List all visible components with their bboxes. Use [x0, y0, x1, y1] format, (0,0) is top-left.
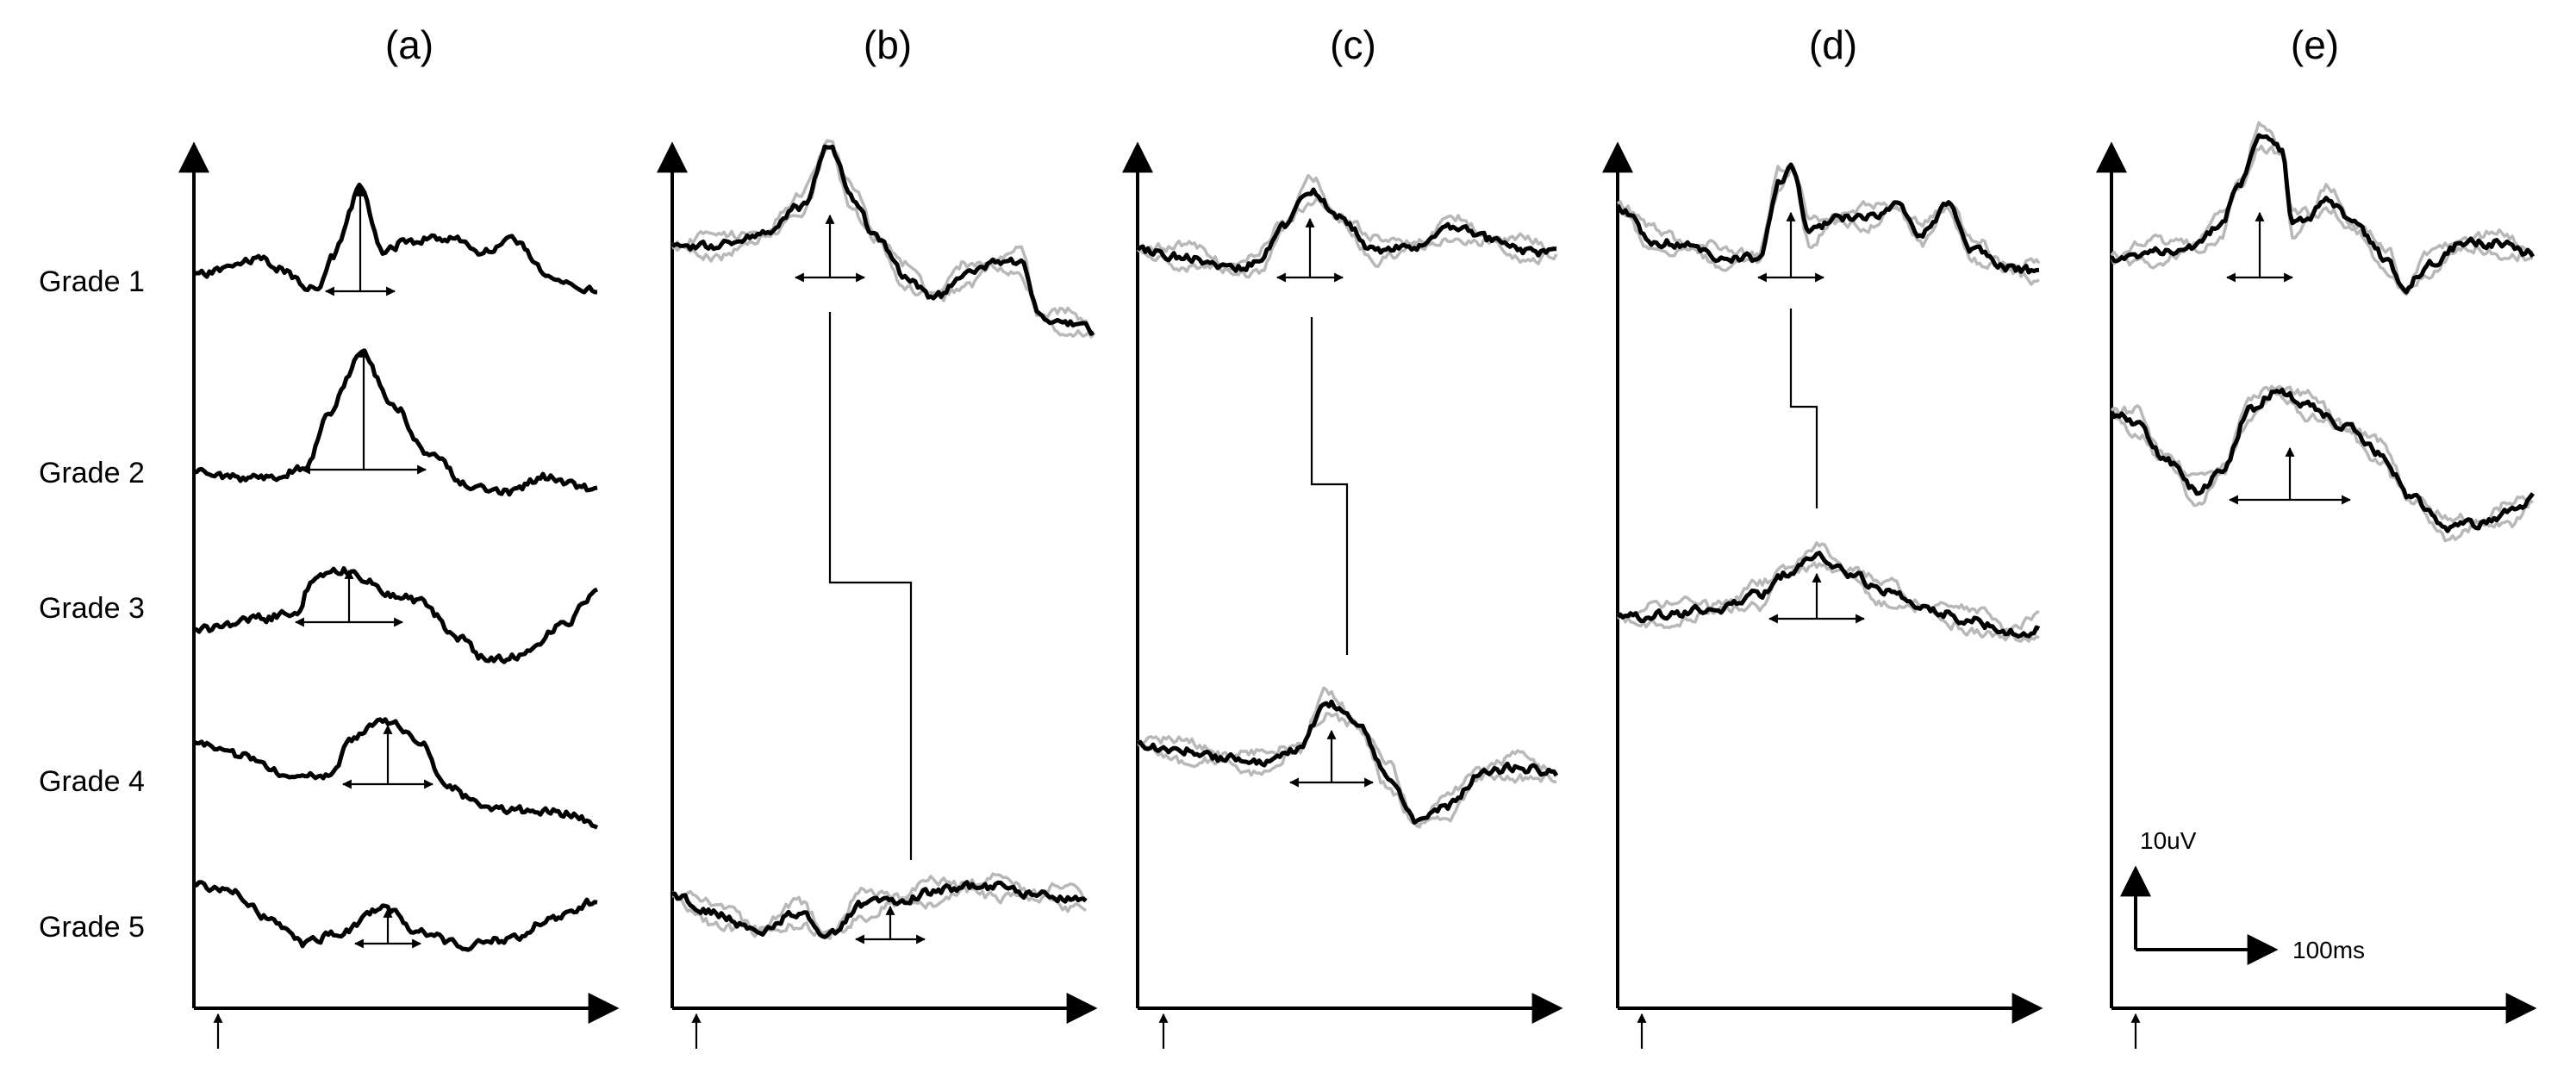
panel-title-d: (d)	[1809, 22, 1857, 67]
panel-a-grade-2-mean	[193, 348, 598, 497]
panel-d-grade-3-replicate-1	[1616, 561, 2040, 643]
panel-e-grade-1-replicate-1	[2110, 144, 2534, 296]
panel-b-axes	[657, 141, 1098, 1049]
panel-d-axes	[1602, 141, 2043, 1049]
connector-d	[1789, 309, 1818, 508]
panel-c-grade-1-mean	[1136, 187, 1557, 273]
panel-title-a: (a)	[385, 22, 433, 67]
panel-e-grade-1-replicate-2	[2110, 121, 2534, 295]
panel-a-grade-5-mean	[192, 880, 598, 952]
panel-a-grade-3-mean	[193, 566, 598, 664]
panel-title-b: (b)	[864, 22, 912, 67]
panel-d-grade-1-replicate-2	[1616, 161, 2041, 272]
grade-label-4: Grade 4	[39, 765, 145, 798]
panel-b-grade-1-mean	[671, 144, 1095, 336]
latency-markers	[294, 186, 2352, 949]
panel-a-axes	[178, 141, 620, 1049]
scale-bar-time-label: 100ms	[2292, 937, 2365, 963]
panel-a-grade-1-mean	[193, 182, 598, 295]
connector-b	[828, 312, 913, 860]
grade-label-1: Grade 1	[39, 265, 145, 298]
panel-e-grade-2-mean	[2109, 387, 2535, 533]
scale-bar: 10uV 100ms	[2120, 827, 2365, 965]
panel-d-grade-3-replicate-2	[1617, 541, 2040, 633]
grade-label-3: Grade 3	[39, 592, 145, 625]
connector-c	[1310, 317, 1349, 655]
waveform-traces	[192, 121, 2535, 952]
scale-bar-amplitude-label: 10uV	[2140, 827, 2197, 854]
panel-b-grade-5-mean	[671, 880, 1088, 939]
panel-d-grade-1-mean	[1615, 162, 2039, 275]
panel-a-grade-4-mean	[192, 717, 599, 830]
panel-c-grade-4-mean	[1136, 699, 1559, 825]
panel-b-grade-5-replicate-2	[671, 872, 1088, 940]
panel-e-grade-2-replicate-1	[2110, 387, 2534, 543]
panel-title-c: (c)	[1330, 22, 1376, 67]
panel-title-e: (e)	[2291, 22, 2339, 67]
panel-e-grade-2-replicate-2	[2110, 384, 2534, 527]
panel-e-grade-1-mean	[2109, 133, 2535, 295]
panel-e-axes	[2096, 141, 2537, 1049]
grade-label-2: Grade 2	[39, 457, 145, 489]
panel-d-grade-1-replicate-1	[1616, 165, 2040, 286]
panel-c-axes	[1122, 141, 1563, 1049]
grade-label-5: Grade 5	[39, 911, 145, 944]
panel-d-grade-3-mean	[1616, 551, 2041, 639]
